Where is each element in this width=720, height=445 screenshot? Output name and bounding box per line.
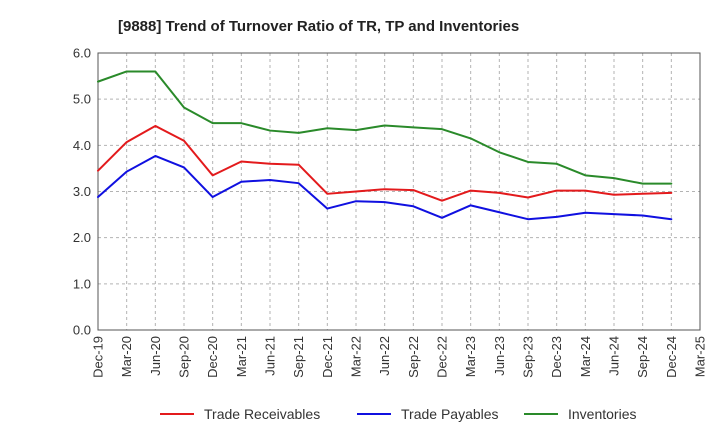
y-tick-label: 6.0: [73, 46, 91, 61]
grid-lines: [98, 53, 700, 330]
x-tick-label: Mar-24: [578, 336, 593, 377]
series-lines: [97, 70, 673, 221]
y-tick-label: 2.0: [73, 230, 91, 245]
x-tick-label: Mar-22: [349, 336, 364, 377]
series-line-inventories: [97, 70, 673, 185]
x-tick-label: Dec-24: [664, 336, 679, 378]
x-tick-label: Jun-21: [263, 336, 278, 376]
x-tick-label: Mar-25: [693, 336, 708, 377]
x-tick-label: Sep-23: [521, 336, 536, 378]
legend-label: Inventories: [568, 406, 636, 422]
plot-axes: [97, 52, 701, 331]
x-tick-label: Jun-22: [377, 336, 392, 376]
x-tick-label: Jun-24: [607, 336, 622, 376]
series-line-trade-payables: [97, 154, 673, 221]
x-tick-label: Dec-23: [549, 336, 564, 378]
plot-frame: [97, 52, 701, 331]
y-tick-label: 4.0: [73, 138, 91, 153]
y-tick-label: 0.0: [73, 323, 91, 338]
x-tick-label: Jun-23: [492, 336, 507, 376]
y-axis-ticks: 0.0 1.0 2.0 3.0 4.0 5.0 6.0: [73, 46, 91, 338]
x-tick-label: Sep-22: [406, 336, 421, 378]
y-tick-label: 3.0: [73, 184, 91, 199]
legend: Trade Receivables Trade Payables Inventori…: [160, 406, 636, 422]
x-tick-label: Jun-20: [148, 336, 163, 376]
x-tick-label: Dec-19: [91, 336, 106, 378]
x-tick-label: Sep-21: [291, 336, 306, 378]
legend-label: Trade Payables: [401, 406, 499, 422]
x-tick-label: Dec-20: [205, 336, 220, 378]
x-axis-ticks: Dec-19 Mar-20 Jun-20 Sep-20 Dec-20 Mar-21 Jun-…: [91, 336, 708, 378]
x-tick-label: Dec-21: [320, 336, 335, 378]
x-tick-label: Dec-22: [435, 336, 450, 378]
legend-label: Trade Receivables: [204, 406, 320, 422]
x-tick-label: Sep-20: [177, 336, 192, 378]
series-line-trade-receivables: [97, 124, 673, 202]
y-tick-label: 1.0: [73, 276, 91, 291]
x-tick-label: Sep-24: [635, 336, 650, 378]
chart-title: [9888] Trend of Turnover Ratio of TR, TP…: [118, 18, 519, 35]
x-tick-label: Mar-20: [119, 336, 134, 377]
y-tick-label: 5.0: [73, 92, 91, 107]
x-tick-label: Mar-21: [234, 336, 249, 377]
x-tick-label: Mar-23: [463, 336, 478, 377]
